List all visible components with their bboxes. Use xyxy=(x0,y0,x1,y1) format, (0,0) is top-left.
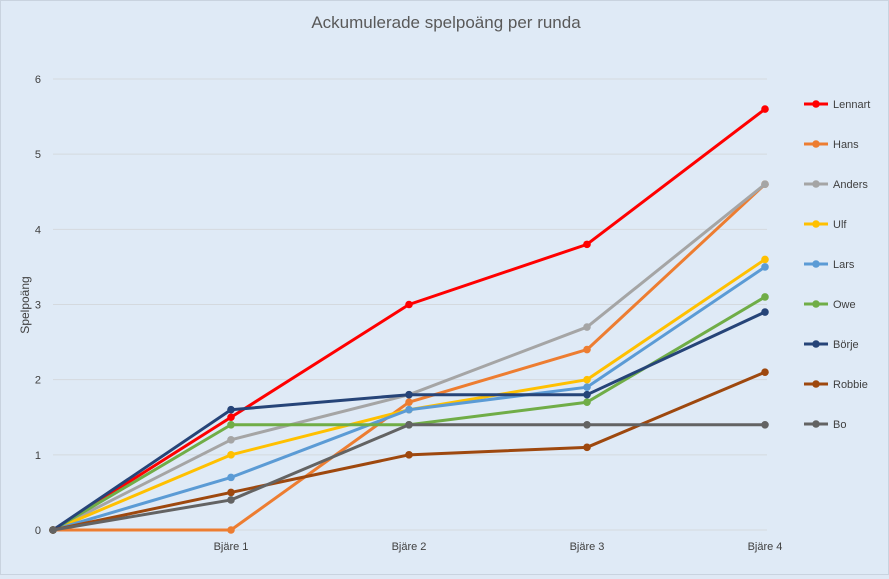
data-point xyxy=(761,255,769,264)
legend-item: Hans xyxy=(804,139,859,151)
chart-title: Ackumulerade spelpoäng per runda xyxy=(311,13,581,32)
legend-label: Robbie xyxy=(833,379,868,391)
legend-label: Lennart xyxy=(833,99,870,111)
y-tick-label: 6 xyxy=(35,74,41,86)
data-point xyxy=(227,526,235,534)
legend-marker xyxy=(812,220,820,228)
x-tick-label: Bjäre 1 xyxy=(214,541,249,553)
data-point xyxy=(49,526,57,534)
legend-marker xyxy=(812,260,820,268)
legend-label: Owe xyxy=(833,299,856,311)
legend-label: Hans xyxy=(833,139,859,151)
legend-label: Bo xyxy=(833,419,846,431)
legend-marker xyxy=(812,380,820,388)
data-point xyxy=(227,488,235,497)
data-point xyxy=(583,240,591,249)
legend-marker xyxy=(812,140,820,148)
data-point xyxy=(583,443,591,452)
legend-label: Börje xyxy=(833,339,859,351)
legend-item: Lars xyxy=(804,259,855,271)
data-point xyxy=(405,398,413,407)
x-tick-label: Bjäre 4 xyxy=(748,541,783,553)
data-point xyxy=(583,398,591,407)
legend-item: Anders xyxy=(804,179,868,191)
data-point xyxy=(583,375,591,384)
data-point xyxy=(227,436,235,444)
series-bo xyxy=(49,420,769,534)
legend-marker xyxy=(812,180,820,188)
y-tick-label: 5 xyxy=(35,149,41,161)
series-line xyxy=(53,183,767,532)
data-point xyxy=(227,496,235,504)
data-point xyxy=(761,368,769,376)
legend-item: Owe xyxy=(804,299,856,311)
series-line xyxy=(52,183,766,532)
legend-label: Lars xyxy=(833,259,855,271)
y-tick-label: 0 xyxy=(35,525,41,537)
data-point xyxy=(405,390,413,399)
data-point xyxy=(227,420,235,429)
legend-marker xyxy=(812,340,820,348)
data-point xyxy=(761,420,769,429)
data-point xyxy=(227,473,235,482)
data-point xyxy=(405,420,413,429)
data-point xyxy=(227,451,235,459)
legend-item: Lennart xyxy=(804,99,870,111)
x-tick-label: Bjäre 2 xyxy=(392,541,427,553)
legend-item: Ulf xyxy=(804,219,847,231)
series-lennart xyxy=(49,105,769,534)
legend-item: Börje xyxy=(804,339,859,351)
legend-marker xyxy=(812,300,820,308)
data-point xyxy=(761,180,769,189)
y-tick-label: 1 xyxy=(35,450,41,462)
data-point xyxy=(227,405,235,414)
data-point xyxy=(761,105,769,113)
data-point xyxy=(761,308,769,316)
data-point xyxy=(405,405,413,414)
y-tick-label: 3 xyxy=(35,300,41,312)
data-point xyxy=(583,323,591,331)
y-tick-label: 4 xyxy=(35,224,41,236)
data-point xyxy=(405,300,413,309)
data-point xyxy=(583,420,591,429)
x-tick-label: Bjäre 3 xyxy=(570,541,605,553)
data-point xyxy=(761,293,769,301)
legend-marker xyxy=(812,100,820,108)
data-point xyxy=(405,451,413,459)
data-point xyxy=(761,263,769,271)
legend-label: Anders xyxy=(833,179,868,191)
legend-label: Ulf xyxy=(833,219,847,231)
legend-item: Bo xyxy=(804,419,846,431)
y-tick-label: 2 xyxy=(35,375,41,387)
data-point xyxy=(583,390,591,399)
data-point xyxy=(583,383,591,391)
data-point xyxy=(583,345,591,354)
data-point xyxy=(227,413,235,422)
legend-item: Robbie xyxy=(804,379,868,391)
legend-marker xyxy=(812,420,820,428)
y-axis-label: Spelpoäng xyxy=(18,276,32,333)
